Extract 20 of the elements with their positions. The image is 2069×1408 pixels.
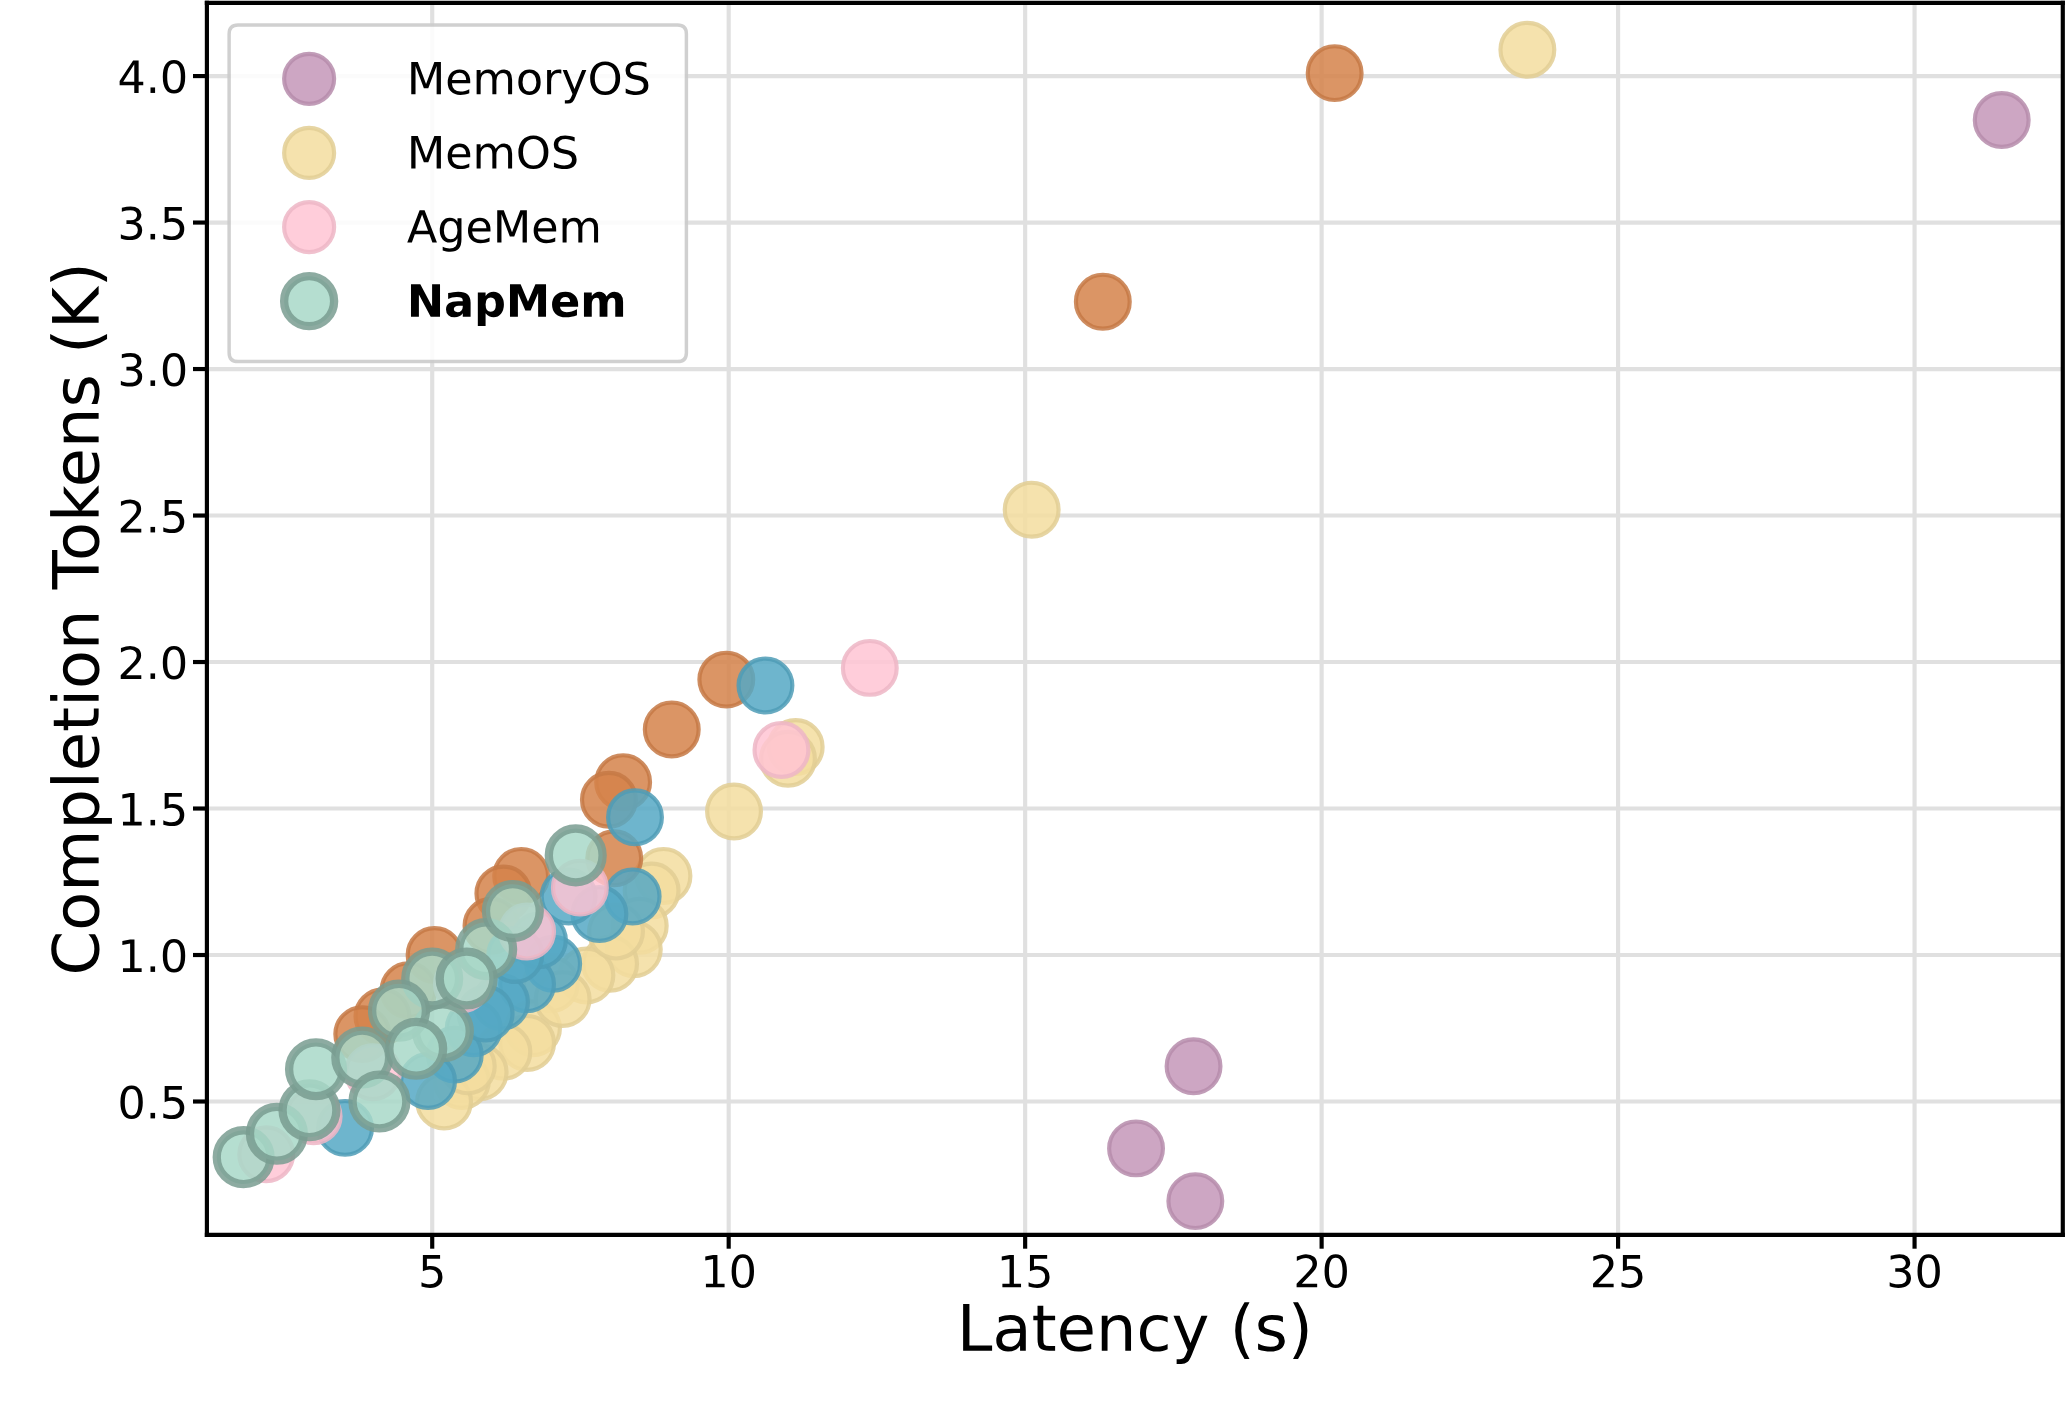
y-tick-label: 4.0 xyxy=(119,59,186,94)
x-tick-label: 25 xyxy=(1593,1254,1643,1288)
legend-label: MemoryOS xyxy=(411,61,649,104)
x-tick-label: 10 xyxy=(705,1254,755,1288)
x-tick-label: 30 xyxy=(1889,1254,1940,1288)
y-tick-label: 1.5 xyxy=(122,793,185,827)
y-axis-title: Completion Tokens (K) xyxy=(50,267,112,972)
y-tick-label: 2.5 xyxy=(120,499,185,534)
legend-label: MemOS xyxy=(411,135,577,170)
x-tick-label: 20 xyxy=(1296,1254,1347,1288)
x-tick-label: 15 xyxy=(1001,1254,1050,1288)
legend-label: AgeMem xyxy=(407,210,599,252)
legend-label: NapMem xyxy=(410,284,624,326)
y-tick-label: 3.0 xyxy=(120,352,186,387)
x-axis-title: Latency (s) xyxy=(963,1302,1308,1364)
x-tick-label: 5 xyxy=(421,1254,443,1288)
y-tick-label: 2.0 xyxy=(120,645,186,680)
y-tick-label: 1.0 xyxy=(122,938,186,973)
y-tick-label: 0.5 xyxy=(120,1085,185,1120)
y-tick-label: 3.5 xyxy=(120,206,185,241)
